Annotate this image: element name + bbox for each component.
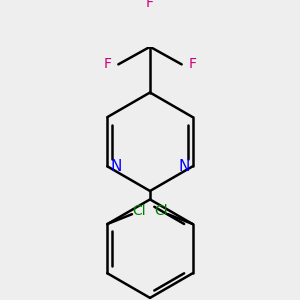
Text: Cl: Cl [154,204,168,218]
Text: F: F [146,0,154,10]
Text: F: F [188,57,196,71]
Text: N: N [110,159,122,174]
Text: F: F [104,57,112,71]
Text: N: N [178,159,190,174]
Text: Cl: Cl [132,204,146,218]
